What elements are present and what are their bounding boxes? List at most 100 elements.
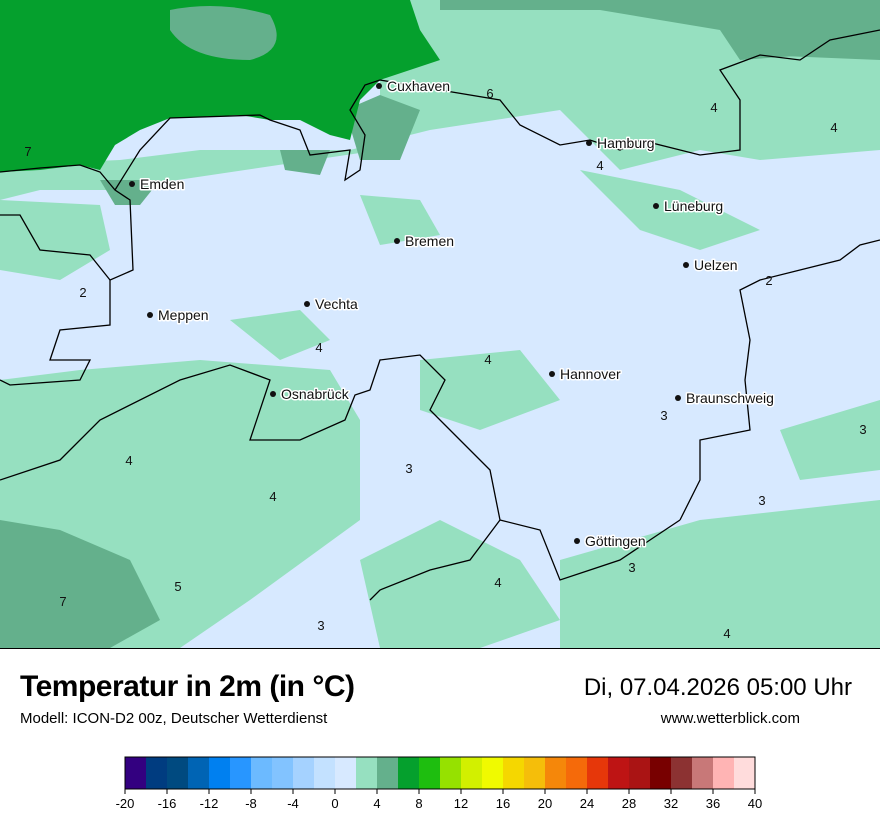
colorbar-bin — [440, 757, 462, 789]
city-dot — [683, 262, 689, 268]
sea-temp-zone — [0, 0, 440, 172]
temperature-map: Cuxhaven Hamburg Emden Lüneburg Bremen Uelzen… — [0, 0, 880, 649]
city-label-cuxhaven: Cuxhaven — [387, 78, 450, 94]
warm-patch — [40, 595, 75, 612]
city-dot — [304, 301, 310, 307]
contour-label: 5 — [174, 579, 181, 594]
city-dot — [376, 83, 382, 89]
forecast-datetime: Di, 07.04.2026 05:00 Uhr — [583, 674, 852, 701]
colorbar-bin — [587, 757, 609, 789]
colorbar-tick-label: 0 — [331, 796, 338, 811]
colorbar-bin — [608, 757, 630, 789]
temp-zone-4-6 — [0, 0, 880, 648]
colorbar-legend: -20 -16 -12 -8 -4 0 4 8 12 16 20 24 28 32 36 40 — [116, 756, 762, 811]
colorbar-tick-label: 8 — [415, 796, 422, 811]
colorbar-bin — [293, 757, 315, 789]
colorbar-bin — [692, 757, 714, 789]
city-dot — [574, 538, 580, 544]
model-info: Modell: ICON-D2 00z, Deutscher Wetterdie… — [20, 710, 328, 727]
contour-labels: 7 6 4 4 4 2 2 4 4 3 3 4 3 4 3 3 5 7 4 3 4 — [24, 86, 866, 641]
colorbar-tick-label: 28 — [622, 796, 636, 811]
colorbar-tick-label: -20 — [116, 796, 135, 811]
city-label-emden: Emden — [140, 176, 184, 192]
colorbar-frame — [124, 756, 756, 790]
contour-label: 4 — [494, 575, 501, 590]
colorbar-tick-label: -16 — [158, 796, 177, 811]
contour-label: 7 — [59, 594, 66, 609]
city-dot — [270, 391, 276, 397]
city-label-meppen: Meppen — [158, 307, 209, 323]
colorbar-bin — [419, 757, 441, 789]
colorbar-tick-label: 20 — [538, 796, 552, 811]
contour-label: 3 — [317, 618, 324, 633]
city-label-göttingen: Göttingen — [585, 533, 646, 549]
city-label-lüneburg: Lüneburg — [664, 198, 723, 214]
contour-label: 4 — [596, 158, 603, 173]
colorbar-bin — [482, 757, 504, 789]
colorbar-bin — [713, 757, 735, 789]
colorbar-bin — [545, 757, 567, 789]
colorbar-tick-label: 16 — [496, 796, 510, 811]
colorbar-bin — [650, 757, 672, 789]
map-title: Temperatur in 2m (in °C) — [20, 670, 355, 703]
city-label-osnabrück: Osnabrück — [281, 386, 350, 402]
contour-label: 4 — [830, 120, 837, 135]
colorbar-bin — [461, 757, 483, 789]
colorbar-bin — [356, 757, 378, 789]
borders — [0, 29, 880, 601]
city-label-hamburg: Hamburg — [597, 135, 655, 151]
colorbar-tick-label: -4 — [287, 796, 299, 811]
contour-label: 2 — [79, 285, 86, 300]
colorbar-tick-label: 4 — [373, 796, 380, 811]
contour-label: 3 — [405, 461, 412, 476]
colorbar-tick-label: -12 — [200, 796, 219, 811]
city-label-braunschweig: Braunschweig — [686, 390, 774, 406]
colorbar-bin — [188, 757, 210, 789]
contour-label: 6 — [486, 86, 493, 101]
colorbar-bin — [167, 757, 189, 789]
city-label-hannover: Hannover — [560, 366, 621, 382]
contour-label: 3 — [758, 493, 765, 508]
colorbar-bin — [314, 757, 336, 789]
city-dot — [394, 238, 400, 244]
colorbar-bin — [251, 757, 273, 789]
colorbar-bin — [629, 757, 651, 789]
website-link[interactable]: www.wetterblick.com — [660, 710, 800, 727]
city-dot — [147, 312, 153, 318]
contour-label: 4 — [125, 453, 132, 468]
colorbar-bin — [503, 757, 525, 789]
colorbar-bin — [272, 757, 294, 789]
city-dot — [549, 371, 555, 377]
contour-label: 4 — [315, 340, 322, 355]
city-label-uelzen: Uelzen — [694, 257, 738, 273]
city-markers: Cuxhaven Hamburg Emden Lüneburg Bremen Uelzen… — [129, 77, 775, 551]
colorbar-bin — [734, 757, 756, 789]
city-dot — [586, 140, 592, 146]
sea-cool-patch — [170, 6, 277, 60]
colorbar-tick-label: 24 — [580, 796, 594, 811]
colorbar-tick-label: 40 — [748, 796, 762, 811]
contour-label: 4 — [484, 352, 491, 367]
city-dot — [675, 395, 681, 401]
contour-label: 4 — [269, 489, 276, 504]
colorbar-tick-label: -8 — [245, 796, 257, 811]
colorbar-tick-label: 32 — [664, 796, 678, 811]
colorbar-tick-label: 36 — [706, 796, 720, 811]
colorbar-bin — [209, 757, 231, 789]
city-label-bremen: Bremen — [405, 233, 454, 249]
contour-label: 4 — [710, 100, 717, 115]
colorbar-bin — [146, 757, 168, 789]
colorbar-bin — [230, 757, 252, 789]
city-dot — [129, 181, 135, 187]
colorbar-bin — [335, 757, 357, 789]
colorbar-bin — [398, 757, 420, 789]
contour-label: 3 — [628, 560, 635, 575]
contour-label: 3 — [660, 408, 667, 423]
contour-label: 2 — [765, 273, 772, 288]
colorbar-bin — [125, 757, 147, 789]
contour-label: 7 — [24, 144, 31, 159]
colorbar-bin — [524, 757, 546, 789]
contour-label: 3 — [859, 422, 866, 437]
colorbar-bin — [671, 757, 693, 789]
city-dot — [653, 203, 659, 209]
